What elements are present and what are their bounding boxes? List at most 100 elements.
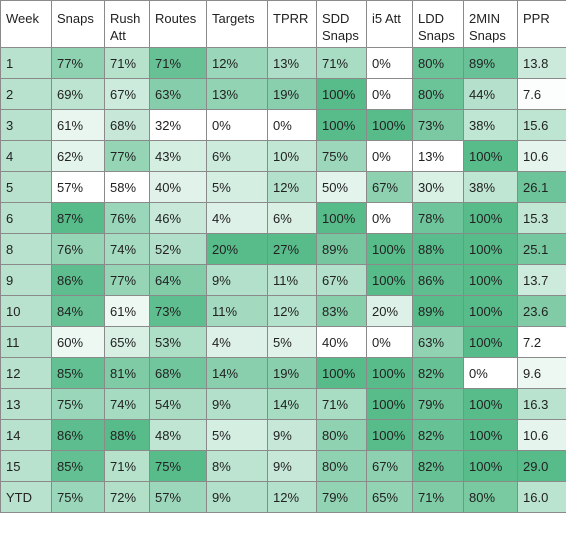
column-header-snaps: Snaps: [51, 0, 105, 48]
week-cell: 14: [0, 419, 52, 451]
cell-tprr: 19%: [267, 78, 317, 110]
cell-snaps: 85%: [51, 450, 105, 482]
column-header-i5-att: i5 Att: [366, 0, 413, 48]
week-cell: 10: [0, 295, 52, 327]
cell-2min-snaps: 100%: [463, 264, 518, 296]
week-cell: 11: [0, 326, 52, 358]
cell-targets: 4%: [206, 326, 268, 358]
cell-snaps: 62%: [51, 140, 105, 172]
cell-tprr: 10%: [267, 140, 317, 172]
cell-ppr: 15.6: [517, 109, 566, 141]
week-cell: 4: [0, 140, 52, 172]
cell-routes: 43%: [149, 140, 207, 172]
table-row: 11 60% 65% 53% 4% 5% 40% 0% 63% 100% 7.2: [0, 326, 566, 358]
cell-ppr: 7.6: [517, 78, 566, 110]
cell-snaps: 75%: [51, 481, 105, 513]
cell-targets: 9%: [206, 388, 268, 420]
cell-sdd-snaps: 75%: [316, 140, 367, 172]
cell-ppr: 23.6: [517, 295, 566, 327]
cell-i5-att: 100%: [366, 388, 413, 420]
cell-sdd-snaps: 67%: [316, 264, 367, 296]
cell-2min-snaps: 100%: [463, 419, 518, 451]
cell-ppr: 7.2: [517, 326, 566, 358]
cell-sdd-snaps: 71%: [316, 388, 367, 420]
cell-i5-att: 20%: [366, 295, 413, 327]
cell-rush-att: 77%: [104, 264, 150, 296]
cell-2min-snaps: 38%: [463, 171, 518, 203]
cell-routes: 48%: [149, 419, 207, 451]
cell-tprr: 0%: [267, 109, 317, 141]
table-row: 14 86% 88% 48% 5% 9% 80% 100% 82% 100% 10.6: [0, 419, 566, 451]
cell-snaps: 77%: [51, 47, 105, 79]
cell-sdd-snaps: 40%: [316, 326, 367, 358]
cell-rush-att: 81%: [104, 357, 150, 389]
table-row: 3 61% 68% 32% 0% 0% 100% 100% 73% 38% 15.6: [0, 109, 566, 141]
cell-rush-att: 77%: [104, 140, 150, 172]
cell-routes: 53%: [149, 326, 207, 358]
column-header-rush-att: Rush Att: [104, 0, 150, 48]
cell-sdd-snaps: 100%: [316, 202, 367, 234]
column-header-routes: Routes: [149, 0, 207, 48]
table-row: 10 84% 61% 73% 11% 12% 83% 20% 89% 100% 23.6: [0, 295, 566, 327]
cell-rush-att: 74%: [104, 233, 150, 265]
cell-2min-snaps: 100%: [463, 202, 518, 234]
cell-tprr: 19%: [267, 357, 317, 389]
cell-rush-att: 74%: [104, 388, 150, 420]
cell-ldd-snaps: 30%: [412, 171, 464, 203]
cell-targets: 13%: [206, 78, 268, 110]
cell-2min-snaps: 100%: [463, 450, 518, 482]
cell-targets: 8%: [206, 450, 268, 482]
cell-ppr: 13.7: [517, 264, 566, 296]
cell-routes: 71%: [149, 47, 207, 79]
cell-i5-att: 100%: [366, 109, 413, 141]
cell-targets: 11%: [206, 295, 268, 327]
cell-i5-att: 100%: [366, 357, 413, 389]
cell-routes: 32%: [149, 109, 207, 141]
cell-sdd-snaps: 80%: [316, 419, 367, 451]
cell-snaps: 76%: [51, 233, 105, 265]
cell-targets: 4%: [206, 202, 268, 234]
cell-i5-att: 100%: [366, 264, 413, 296]
cell-snaps: 84%: [51, 295, 105, 327]
cell-2min-snaps: 100%: [463, 233, 518, 265]
cell-snaps: 86%: [51, 264, 105, 296]
cell-rush-att: 88%: [104, 419, 150, 451]
cell-2min-snaps: 0%: [463, 357, 518, 389]
cell-ppr: 29.0: [517, 450, 566, 482]
column-header-week: Week: [0, 0, 52, 48]
table-body: 1 77% 71% 71% 12% 13% 71% 0% 80% 89% 13.8 2 69% 67% 63…: [0, 47, 566, 513]
table-row: 6 87% 76% 46% 4% 6% 100% 0% 78% 100% 15.3: [0, 202, 566, 234]
cell-snaps: 75%: [51, 388, 105, 420]
cell-tprr: 13%: [267, 47, 317, 79]
cell-tprr: 9%: [267, 419, 317, 451]
table-row: 13 75% 74% 54% 9% 14% 71% 100% 79% 100% 16.3: [0, 388, 566, 420]
cell-2min-snaps: 38%: [463, 109, 518, 141]
header-row: Week Snaps Rush Att Routes Targets TPRR SDD Sn…: [0, 0, 566, 48]
cell-targets: 14%: [206, 357, 268, 389]
week-cell: 5: [0, 171, 52, 203]
cell-rush-att: 61%: [104, 295, 150, 327]
week-cell: 8: [0, 233, 52, 265]
column-header-ppr: PPR: [517, 0, 566, 48]
cell-sdd-snaps: 71%: [316, 47, 367, 79]
column-header-targets: Targets: [206, 0, 268, 48]
cell-tprr: 12%: [267, 171, 317, 203]
cell-ldd-snaps: 80%: [412, 47, 464, 79]
cell-sdd-snaps: 100%: [316, 109, 367, 141]
cell-ppr: 13.8: [517, 47, 566, 79]
cell-i5-att: 65%: [366, 481, 413, 513]
cell-i5-att: 0%: [366, 140, 413, 172]
cell-tprr: 12%: [267, 481, 317, 513]
cell-ldd-snaps: 79%: [412, 388, 464, 420]
cell-ldd-snaps: 88%: [412, 233, 464, 265]
cell-targets: 9%: [206, 481, 268, 513]
cell-sdd-snaps: 100%: [316, 357, 367, 389]
cell-routes: 68%: [149, 357, 207, 389]
cell-rush-att: 72%: [104, 481, 150, 513]
cell-i5-att: 67%: [366, 171, 413, 203]
cell-targets: 5%: [206, 171, 268, 203]
cell-routes: 75%: [149, 450, 207, 482]
cell-sdd-snaps: 89%: [316, 233, 367, 265]
week-cell: 9: [0, 264, 52, 296]
cell-ppr: 15.3: [517, 202, 566, 234]
